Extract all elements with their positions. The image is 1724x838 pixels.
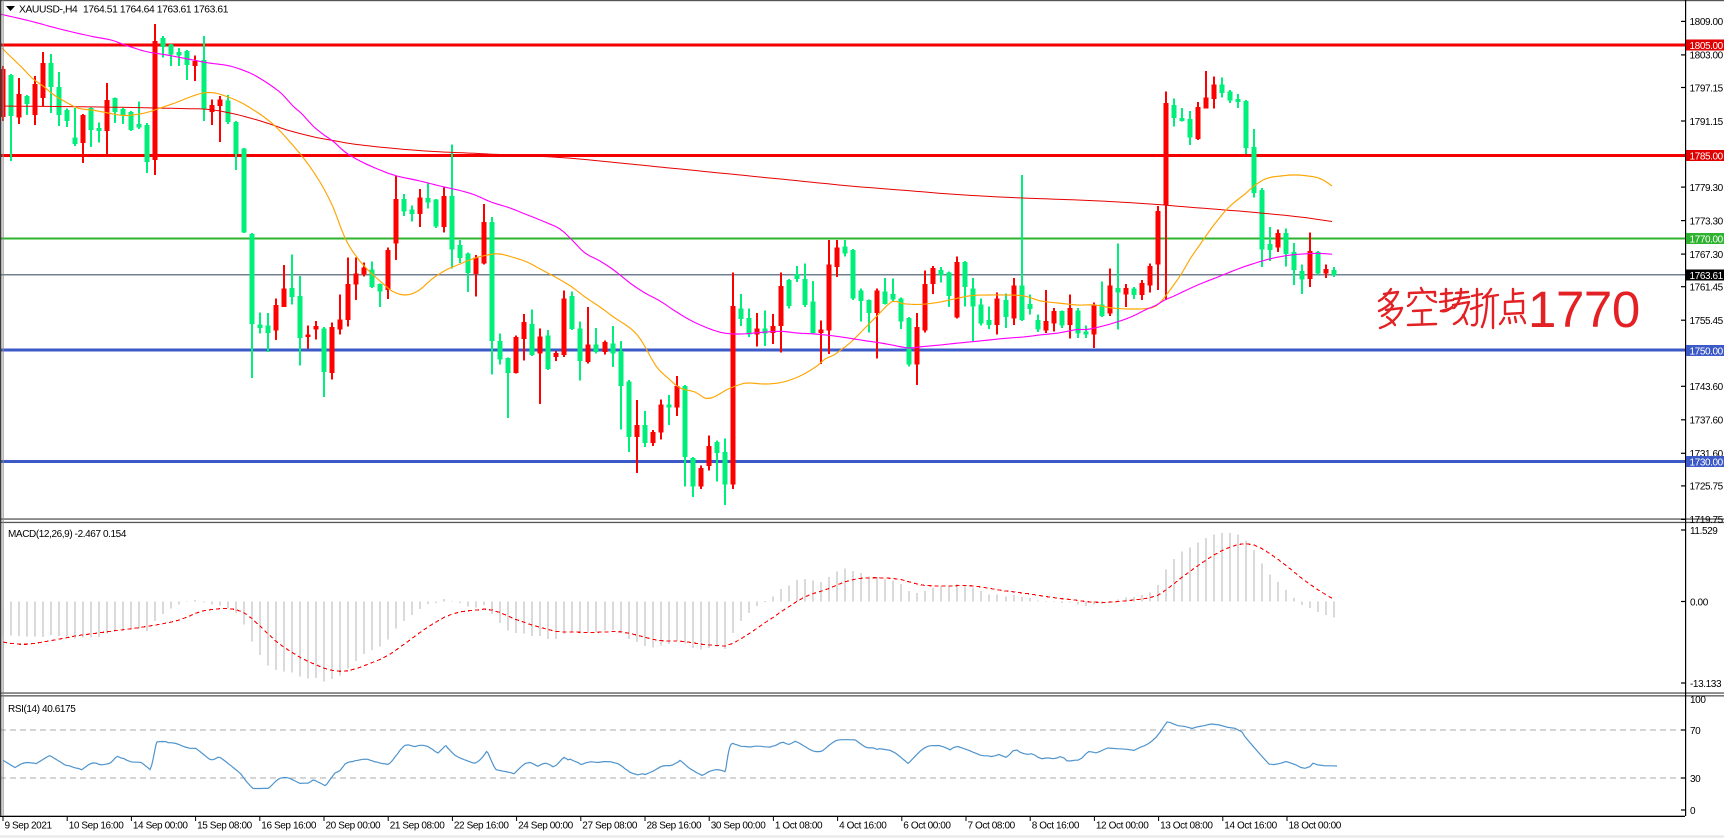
svg-text:1773.30: 1773.30 xyxy=(1690,216,1724,227)
svg-text:1719.75: 1719.75 xyxy=(1690,515,1724,526)
svg-text:1767.30: 1767.30 xyxy=(1690,250,1724,261)
svg-text:14 Oct 16:00: 14 Oct 16:00 xyxy=(1224,821,1277,832)
svg-text:0.00: 0.00 xyxy=(1690,597,1709,608)
svg-text:1725.75: 1725.75 xyxy=(1690,482,1724,493)
svg-text:18 Oct 00:00: 18 Oct 00:00 xyxy=(1289,821,1342,832)
svg-text:27 Sep 08:00: 27 Sep 08:00 xyxy=(582,821,638,832)
svg-text:1764.51 1764.64 1763.61 1763.6: 1764.51 1764.64 1763.61 1763.61 xyxy=(83,5,229,16)
svg-text:21 Sep 08:00: 21 Sep 08:00 xyxy=(390,821,446,832)
svg-text:RSI(14) 40.6175: RSI(14) 40.6175 xyxy=(8,704,76,715)
svg-text:1770.00: 1770.00 xyxy=(1690,234,1724,245)
svg-text:1755.45: 1755.45 xyxy=(1690,316,1724,327)
svg-text:1737.60: 1737.60 xyxy=(1690,416,1724,427)
svg-text:11.529: 11.529 xyxy=(1690,526,1718,537)
svg-text:10 Sep 16:00: 10 Sep 16:00 xyxy=(69,821,125,832)
svg-text:14 Sep 00:00: 14 Sep 00:00 xyxy=(133,821,189,832)
svg-text:8 Oct 16:00: 8 Oct 16:00 xyxy=(1032,821,1080,832)
svg-text:22 Sep 16:00: 22 Sep 16:00 xyxy=(454,821,510,832)
svg-text:-13.133: -13.133 xyxy=(1690,679,1722,690)
svg-text:1805.00: 1805.00 xyxy=(1690,41,1724,52)
svg-text:1763.61: 1763.61 xyxy=(1690,271,1724,282)
svg-text:13 Oct 08:00: 13 Oct 08:00 xyxy=(1160,821,1213,832)
svg-text:6 Oct 00:00: 6 Oct 00:00 xyxy=(903,821,951,832)
svg-text:16 Sep 16:00: 16 Sep 16:00 xyxy=(261,821,317,832)
svg-text:1750.00: 1750.00 xyxy=(1690,346,1724,357)
svg-text:24 Sep 00:00: 24 Sep 00:00 xyxy=(518,821,574,832)
svg-text:30 Sep 00:00: 30 Sep 00:00 xyxy=(711,821,767,832)
svg-text:15 Sep 08:00: 15 Sep 08:00 xyxy=(197,821,253,832)
svg-text:1779.30: 1779.30 xyxy=(1690,183,1724,194)
svg-text:1809.00: 1809.00 xyxy=(1690,17,1724,28)
svg-text:XAUUSD-,H4: XAUUSD-,H4 xyxy=(19,5,78,16)
svg-text:4 Oct 16:00: 4 Oct 16:00 xyxy=(839,821,887,832)
svg-text:1785.00: 1785.00 xyxy=(1690,151,1724,162)
svg-text:100: 100 xyxy=(1690,695,1706,706)
svg-text:MACD(12,26,9) -2.467 0.154: MACD(12,26,9) -2.467 0.154 xyxy=(8,529,127,540)
svg-text:70: 70 xyxy=(1690,726,1701,737)
svg-text:0: 0 xyxy=(1690,806,1696,817)
svg-text:1730.00: 1730.00 xyxy=(1690,457,1724,468)
svg-text:1791.15: 1791.15 xyxy=(1690,117,1724,128)
svg-text:1731.60: 1731.60 xyxy=(1690,449,1724,460)
svg-text:30: 30 xyxy=(1690,774,1701,785)
svg-text:1761.45: 1761.45 xyxy=(1690,283,1724,294)
svg-text:9 Sep 2021: 9 Sep 2021 xyxy=(5,821,53,832)
svg-text:20 Sep 00:00: 20 Sep 00:00 xyxy=(326,821,382,832)
svg-text:1 Oct 08:00: 1 Oct 08:00 xyxy=(775,821,823,832)
svg-text:12 Oct 00:00: 12 Oct 00:00 xyxy=(1096,821,1149,832)
svg-text:7 Oct 08:00: 7 Oct 08:00 xyxy=(968,821,1016,832)
svg-text:1803.00: 1803.00 xyxy=(1690,51,1724,62)
svg-text:1743.60: 1743.60 xyxy=(1690,382,1724,393)
svg-text:1797.15: 1797.15 xyxy=(1690,83,1724,94)
svg-text:28 Sep 16:00: 28 Sep 16:00 xyxy=(647,821,703,832)
svg-text:1770: 1770 xyxy=(1528,281,1640,338)
